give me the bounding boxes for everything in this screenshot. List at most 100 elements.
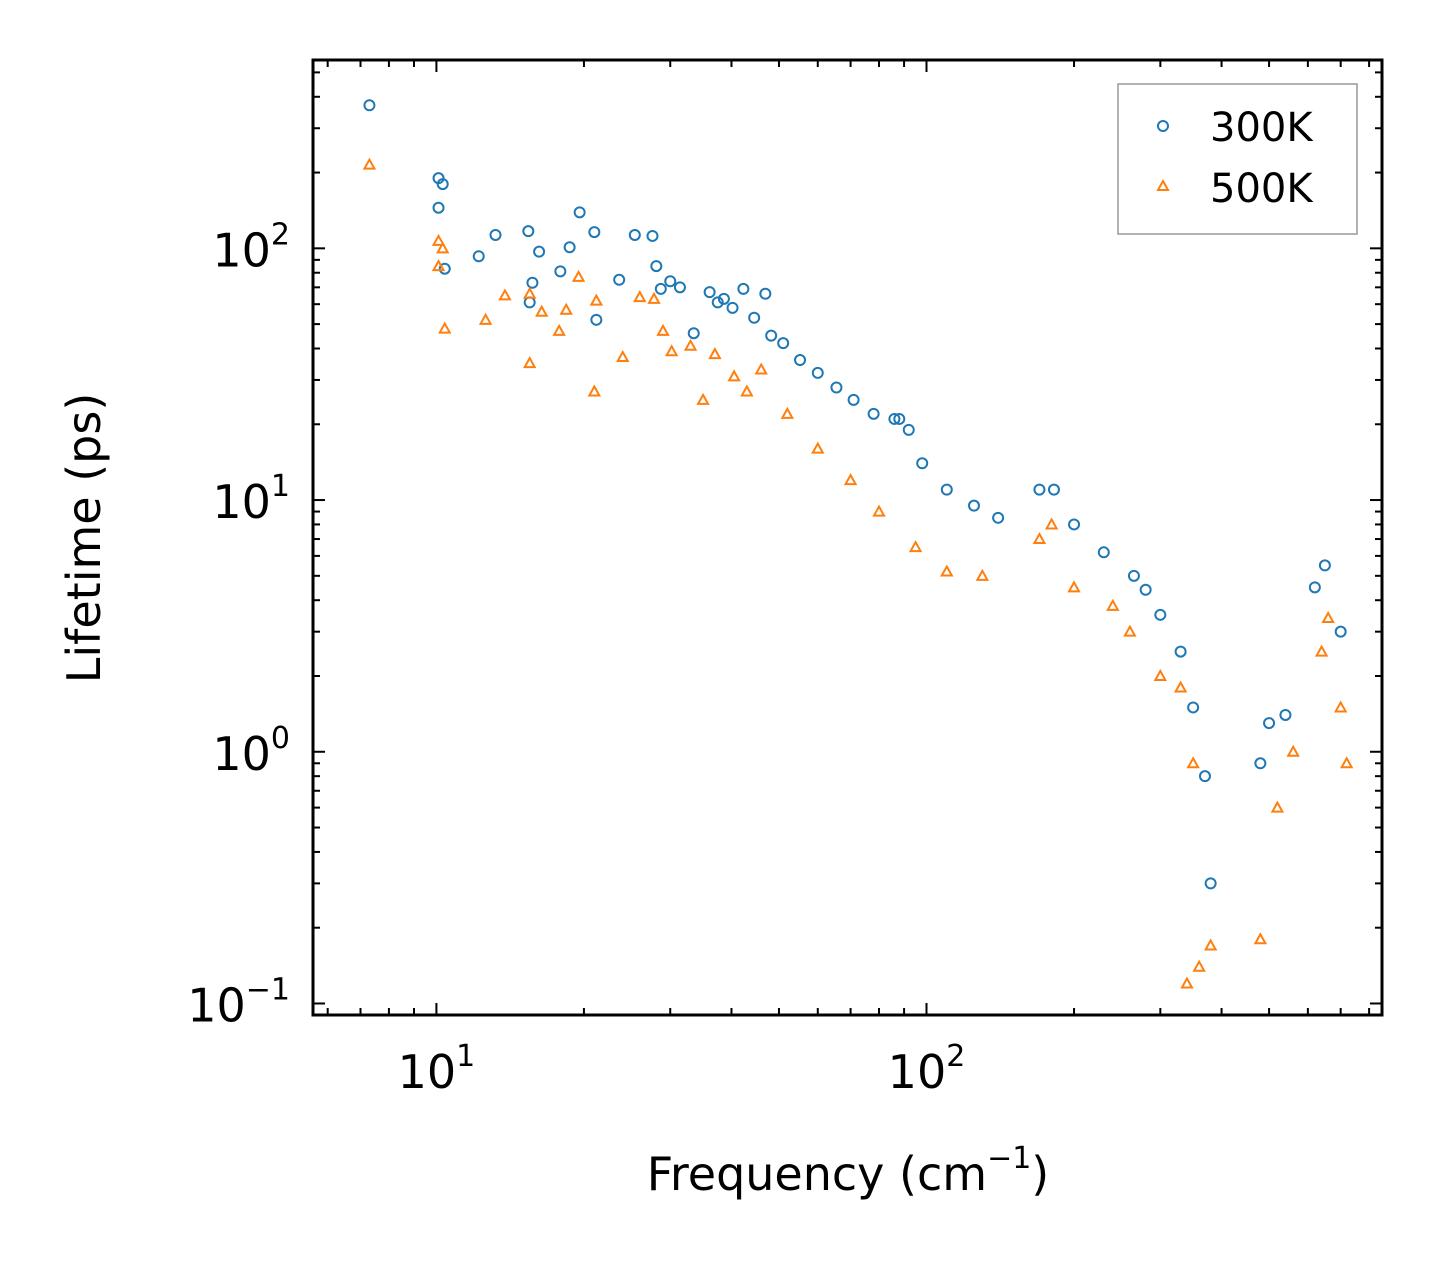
point-300k-42 — [940, 483, 953, 496]
point-300k-61 — [1334, 625, 1347, 638]
point-300k-36 — [847, 393, 860, 406]
point-500k-13 — [589, 293, 604, 306]
y-tick-label: 101 — [212, 469, 290, 529]
point-300k-49 — [1127, 569, 1140, 582]
point-300k-41 — [916, 457, 929, 470]
point-500k-11 — [559, 302, 573, 315]
point-300k-26 — [717, 292, 730, 305]
point-300k-21 — [664, 275, 677, 288]
point-300k-10 — [533, 245, 546, 258]
point-300k-6 — [489, 228, 502, 241]
point-500k-3 — [431, 259, 446, 272]
point-300k-50 — [1139, 583, 1152, 596]
point-500k-9 — [535, 304, 549, 317]
point-500k-34 — [1044, 517, 1059, 530]
point-300k-31 — [765, 329, 778, 342]
point-500k-25 — [754, 362, 768, 375]
point-500k-29 — [872, 504, 886, 517]
point-500k-20 — [683, 338, 698, 351]
legend-label-500k: 500K — [1210, 166, 1314, 212]
point-300k-34 — [811, 366, 824, 379]
point-500k-26 — [780, 406, 795, 419]
y-tick-label: 100 — [212, 721, 290, 781]
point-300k-56 — [1254, 757, 1267, 770]
point-300k-13 — [573, 206, 586, 219]
point-500k-10 — [552, 323, 566, 336]
point-500k-18 — [656, 323, 670, 336]
point-300k-46 — [1047, 483, 1060, 496]
point-500k-30 — [908, 540, 923, 553]
series-layer — [362, 99, 1354, 989]
point-300k-58 — [1279, 708, 1292, 721]
point-500k-23 — [727, 369, 741, 382]
point-500k-14 — [587, 384, 602, 397]
point-500k-40 — [1186, 756, 1200, 769]
point-300k-39 — [893, 412, 906, 425]
y-tick-label: 102 — [212, 217, 290, 277]
point-500k-16 — [633, 290, 647, 303]
point-500k-35 — [1067, 580, 1081, 593]
point-500k-12 — [571, 269, 586, 282]
point-500k-36 — [1106, 598, 1120, 611]
point-300k-37 — [867, 407, 880, 420]
point-300k-53 — [1187, 701, 1200, 714]
point-500k-1 — [431, 233, 446, 246]
series-500k — [362, 157, 1354, 989]
point-500k-37 — [1123, 624, 1137, 637]
point-500k-2 — [436, 241, 450, 254]
point-300k-44 — [992, 511, 1005, 524]
point-300k-17 — [628, 228, 641, 241]
y-tick-label: 10−1 — [187, 972, 290, 1032]
point-500k-42 — [1192, 959, 1206, 972]
ticks-layer — [313, 60, 1382, 1016]
point-300k-19 — [650, 260, 663, 273]
point-500k-8 — [522, 356, 537, 369]
point-300k-52 — [1174, 645, 1187, 658]
point-300k-55 — [1204, 877, 1217, 890]
point-300k-43 — [967, 499, 980, 512]
point-500k-39 — [1173, 680, 1188, 693]
point-500k-28 — [843, 473, 858, 486]
point-300k-4 — [438, 262, 451, 275]
point-300k-60 — [1318, 559, 1331, 572]
point-500k-46 — [1286, 744, 1300, 757]
point-300k-47 — [1068, 518, 1081, 531]
point-300k-9 — [523, 296, 536, 309]
point-500k-50 — [1339, 756, 1354, 769]
point-300k-20 — [654, 282, 667, 295]
legend-box — [1117, 83, 1358, 235]
point-300k-59 — [1308, 581, 1321, 594]
point-300k-27 — [726, 301, 739, 314]
point-500k-0 — [362, 157, 377, 170]
point-300k-23 — [687, 327, 700, 340]
plot-frame — [311, 58, 1384, 1017]
point-300k-54 — [1198, 770, 1211, 783]
point-300k-28 — [737, 282, 750, 295]
point-300k-22 — [673, 281, 686, 294]
point-500k-5 — [478, 312, 493, 325]
x-tick-label: 101 — [398, 1039, 476, 1099]
point-500k-43 — [1203, 938, 1218, 951]
point-500k-17 — [647, 291, 661, 304]
legend-label-300k: 300K — [1210, 105, 1314, 151]
point-300k-51 — [1154, 608, 1167, 621]
point-500k-45 — [1270, 800, 1285, 813]
point-300k-33 — [794, 354, 807, 367]
y-axis-label: Lifetime (ps) — [57, 393, 111, 684]
tick-labels-layer: 101 102 10−1 100 101 102 — [187, 217, 965, 1099]
point-500k-4 — [438, 321, 452, 334]
point-300k-7 — [522, 225, 535, 238]
point-300k-38 — [888, 412, 901, 425]
series-300k — [363, 99, 1347, 890]
point-300k-35 — [830, 381, 843, 394]
point-300k-8 — [526, 276, 539, 289]
point-300k-16 — [613, 273, 626, 286]
point-300k-32 — [777, 337, 790, 350]
point-300k-11 — [554, 265, 567, 278]
point-500k-22 — [708, 347, 722, 360]
point-500k-33 — [1032, 531, 1047, 545]
point-300k-25 — [711, 296, 724, 309]
point-300k-40 — [902, 423, 915, 436]
point-500k-6 — [498, 288, 512, 301]
